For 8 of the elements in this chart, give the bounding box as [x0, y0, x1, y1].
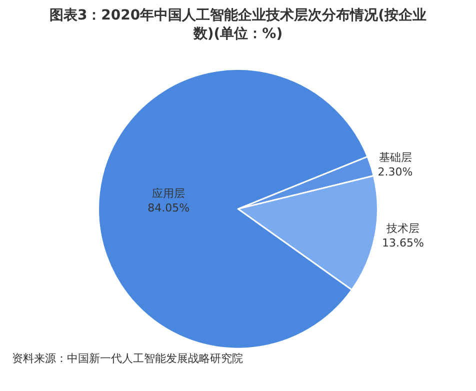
slice-label: 基础层 [378, 151, 412, 164]
slice-label: 技术层 [385, 222, 420, 236]
data-label: 2.30% [378, 165, 413, 178]
text: 资料来源：中国新一代人工智能发展战略研究院 [12, 352, 243, 365]
data-label: 13.65% [382, 236, 424, 250]
chart-title: 图表3：2020年中国人工智能企业技术层次分布情况(按企业数)(单位：%) [49, 8, 427, 42]
slice-label: 应用层 [152, 187, 186, 200]
data-label: 84.05% [148, 201, 190, 214]
